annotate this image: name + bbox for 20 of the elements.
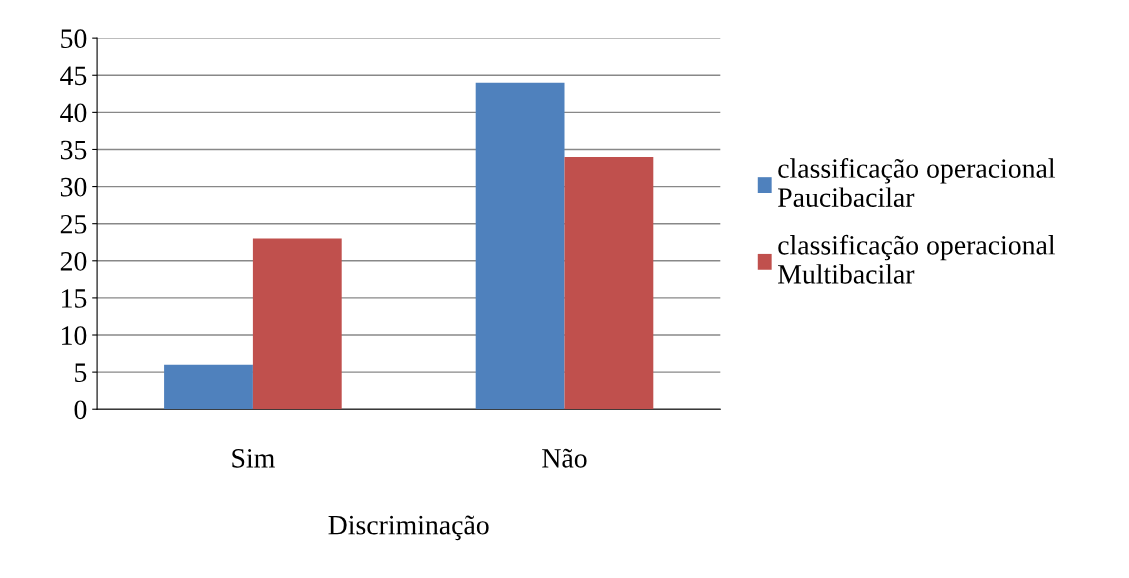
legend-label: classificação operacional Paucibacilar <box>778 158 1056 207</box>
bar <box>564 156 654 410</box>
bar <box>164 364 253 410</box>
x-tick-label: Não <box>542 448 587 468</box>
bar <box>252 238 342 410</box>
x-tick-label: Sim <box>232 448 275 468</box>
y-tick-label: 35 <box>60 140 87 160</box>
y-tick-label: 30 <box>60 177 87 197</box>
y-tick-label: 50 <box>61 29 87 49</box>
y-tick-label: 45 <box>60 66 87 86</box>
y-tick-label: 25 <box>60 214 87 234</box>
y-tick-label: 5 <box>75 363 87 383</box>
y-tick-label: 40 <box>60 103 87 123</box>
x-axis-title: Discriminação <box>328 515 489 541</box>
y-tick-label: 10 <box>62 326 87 345</box>
y-tick-label: 0 <box>74 400 87 420</box>
legend-label: classificação operacional Multibacilar <box>778 234 1056 284</box>
bar <box>475 82 565 410</box>
y-tick-label: 20 <box>60 251 87 271</box>
y-tick-label: 15 <box>62 289 87 308</box>
